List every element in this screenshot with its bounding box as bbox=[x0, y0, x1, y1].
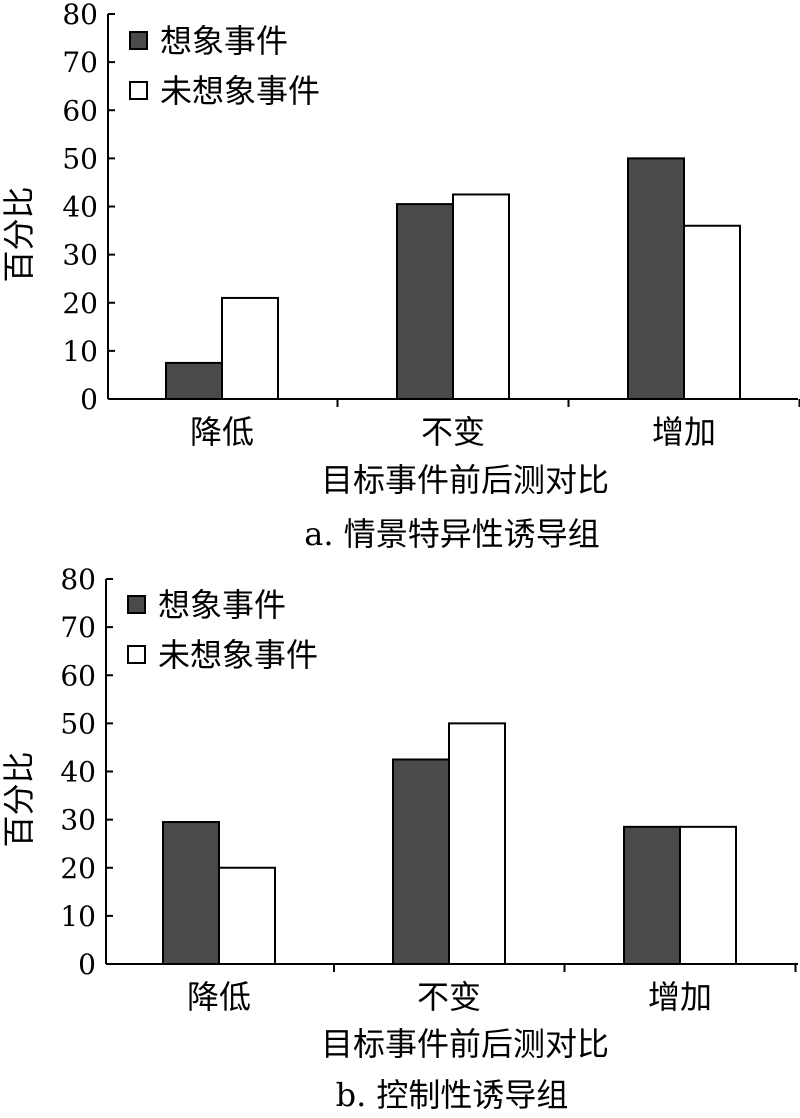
y-tick-label: 0 bbox=[80, 383, 98, 416]
x-tick-label: 增加 bbox=[648, 978, 712, 1016]
y-tick-label: 80 bbox=[60, 563, 96, 596]
y-tick-label: 10 bbox=[60, 900, 96, 933]
y-tick-label: 40 bbox=[60, 756, 96, 789]
legend-swatch bbox=[129, 81, 148, 100]
y-tick-label: 70 bbox=[62, 46, 98, 79]
y-tick-label: 80 bbox=[62, 0, 98, 31]
bar-imagined-1 bbox=[396, 203, 454, 400]
y-tick-label: 50 bbox=[62, 142, 98, 175]
bar-not-imagined-1 bbox=[452, 193, 510, 400]
x-axis-label: 目标事件前后测对比 bbox=[321, 1025, 609, 1063]
y-tick-label: 70 bbox=[60, 611, 96, 644]
y-axis-label: 百分比 bbox=[0, 751, 38, 847]
y-tick-label: 10 bbox=[62, 335, 98, 368]
bar-not-imagined-0 bbox=[218, 866, 276, 965]
y-tick-label: 0 bbox=[78, 948, 96, 981]
legend-label: 未想象事件 bbox=[160, 72, 320, 110]
y-tick-label: 20 bbox=[62, 287, 98, 320]
legend-swatch bbox=[127, 645, 146, 664]
x-tick-label: 增加 bbox=[652, 413, 716, 451]
bar-imagined-1 bbox=[392, 758, 450, 965]
x-tick-label: 不变 bbox=[417, 978, 481, 1016]
x-tick-label: 降低 bbox=[190, 413, 254, 451]
bar-imagined-2 bbox=[627, 157, 685, 400]
bar-not-imagined-2 bbox=[679, 825, 737, 965]
bar-not-imagined-2 bbox=[683, 224, 741, 400]
y-axis-label: 百分比 bbox=[0, 186, 38, 282]
x-tick-label: 降低 bbox=[187, 978, 251, 1016]
y-tick-label: 30 bbox=[60, 804, 96, 837]
chart-caption: b. 控制性诱导组 bbox=[336, 1076, 569, 1114]
y-tick-label: 60 bbox=[60, 659, 96, 692]
legend-label: 想象事件 bbox=[158, 586, 286, 624]
y-tick-label: 50 bbox=[60, 707, 96, 740]
legend-label: 未想象事件 bbox=[158, 636, 318, 674]
y-tick-label: 20 bbox=[60, 852, 96, 885]
bar-imagined-0 bbox=[165, 361, 223, 400]
legend-swatch bbox=[129, 31, 148, 50]
bar-imagined-0 bbox=[162, 821, 220, 965]
bar-imagined-2 bbox=[623, 825, 681, 965]
y-tick-label: 30 bbox=[62, 239, 98, 272]
x-tick-label: 不变 bbox=[421, 413, 485, 451]
y-tick-label: 60 bbox=[62, 94, 98, 127]
legend-swatch bbox=[127, 595, 146, 614]
x-axis-label: 目标事件前后测对比 bbox=[321, 461, 609, 499]
bar-not-imagined-0 bbox=[221, 296, 279, 400]
y-tick-label: 40 bbox=[62, 191, 98, 224]
legend-label: 想象事件 bbox=[160, 22, 288, 60]
chart-caption: a. 情景特异性诱导组 bbox=[304, 515, 599, 553]
bar-not-imagined-1 bbox=[448, 722, 506, 965]
